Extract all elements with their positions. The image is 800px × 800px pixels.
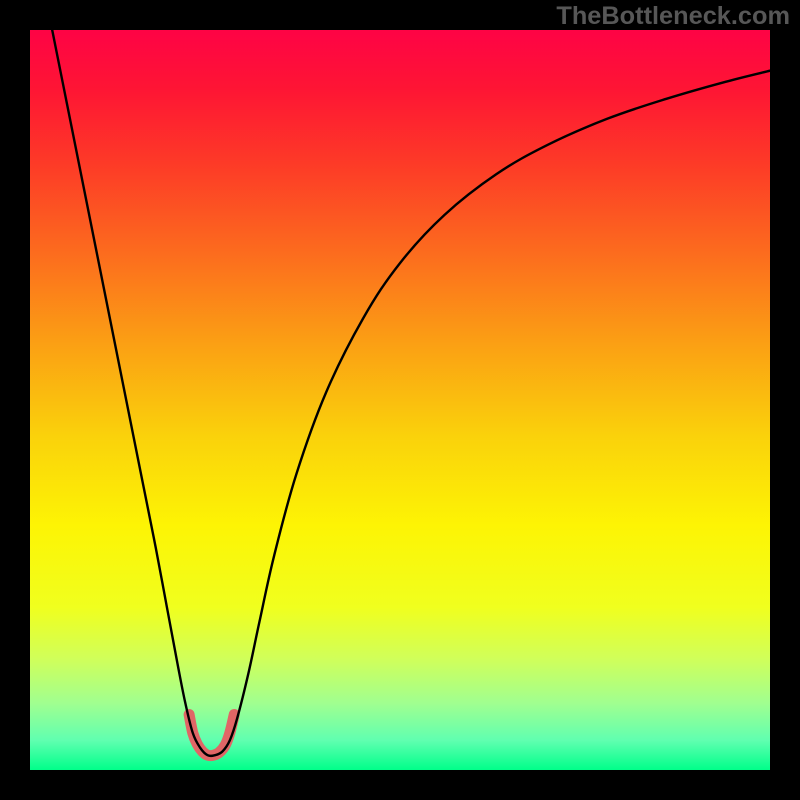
plot-area [30, 30, 770, 770]
chart-container: TheBottleneck.com [0, 0, 800, 800]
watermark-text: TheBottleneck.com [556, 2, 790, 31]
